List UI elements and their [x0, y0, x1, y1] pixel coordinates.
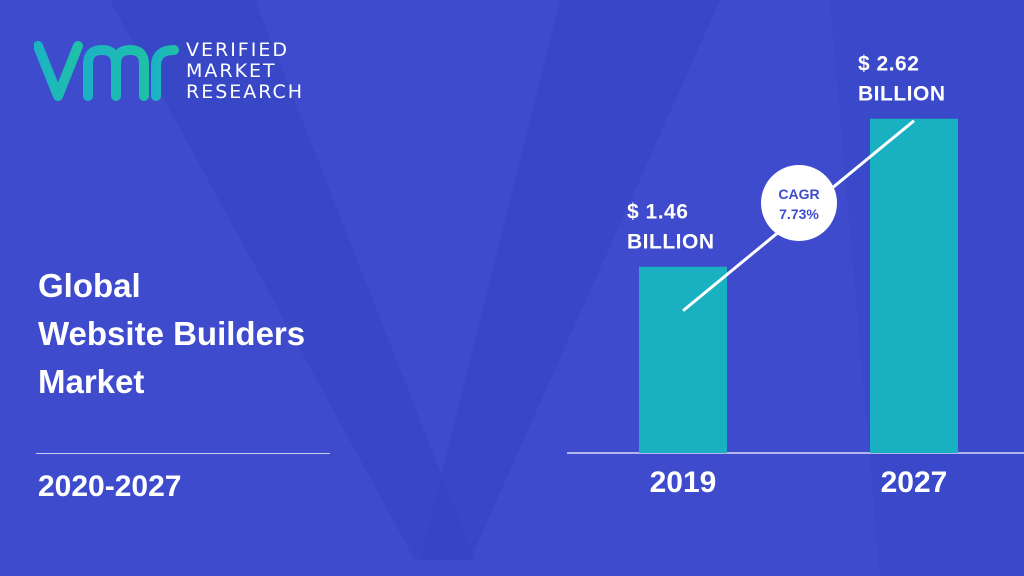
- title-divider: [36, 453, 330, 454]
- cagr-value: 7.73%: [779, 206, 819, 222]
- brand-name: VERIFIED MARKET RESEARCH: [186, 40, 304, 103]
- x-tick-label-2019: 2019: [650, 466, 717, 499]
- bar-2019: [639, 266, 727, 453]
- cagr-badge: [761, 165, 837, 241]
- title-line-3: Market: [38, 363, 145, 400]
- value-label-2019-line-1: $ 1.46: [627, 201, 688, 224]
- bar-2027: [870, 118, 958, 454]
- value-label-2019-line-2: BILLION: [627, 231, 715, 254]
- brand-line-2: MARKET: [186, 60, 277, 82]
- vmr-logo-icon: [34, 41, 179, 101]
- value-label-2027-line-1: $ 2.62: [858, 53, 919, 76]
- cagr-label: CAGR: [778, 186, 819, 202]
- page-title: Global Website Builders Market: [38, 262, 305, 406]
- brand-line-1: VERIFIED: [186, 39, 289, 61]
- title-line-1: Global: [38, 267, 141, 304]
- value-label-2027-line-2: BILLION: [858, 83, 946, 106]
- forecast-period: 2020-2027: [38, 470, 182, 503]
- brand-line-3: RESEARCH: [186, 81, 305, 103]
- title-line-2: Website Builders: [38, 315, 306, 352]
- x-tick-label-2027: 2027: [881, 466, 948, 499]
- brand-logo: VERIFIED MARKET RESEARCH: [34, 38, 334, 108]
